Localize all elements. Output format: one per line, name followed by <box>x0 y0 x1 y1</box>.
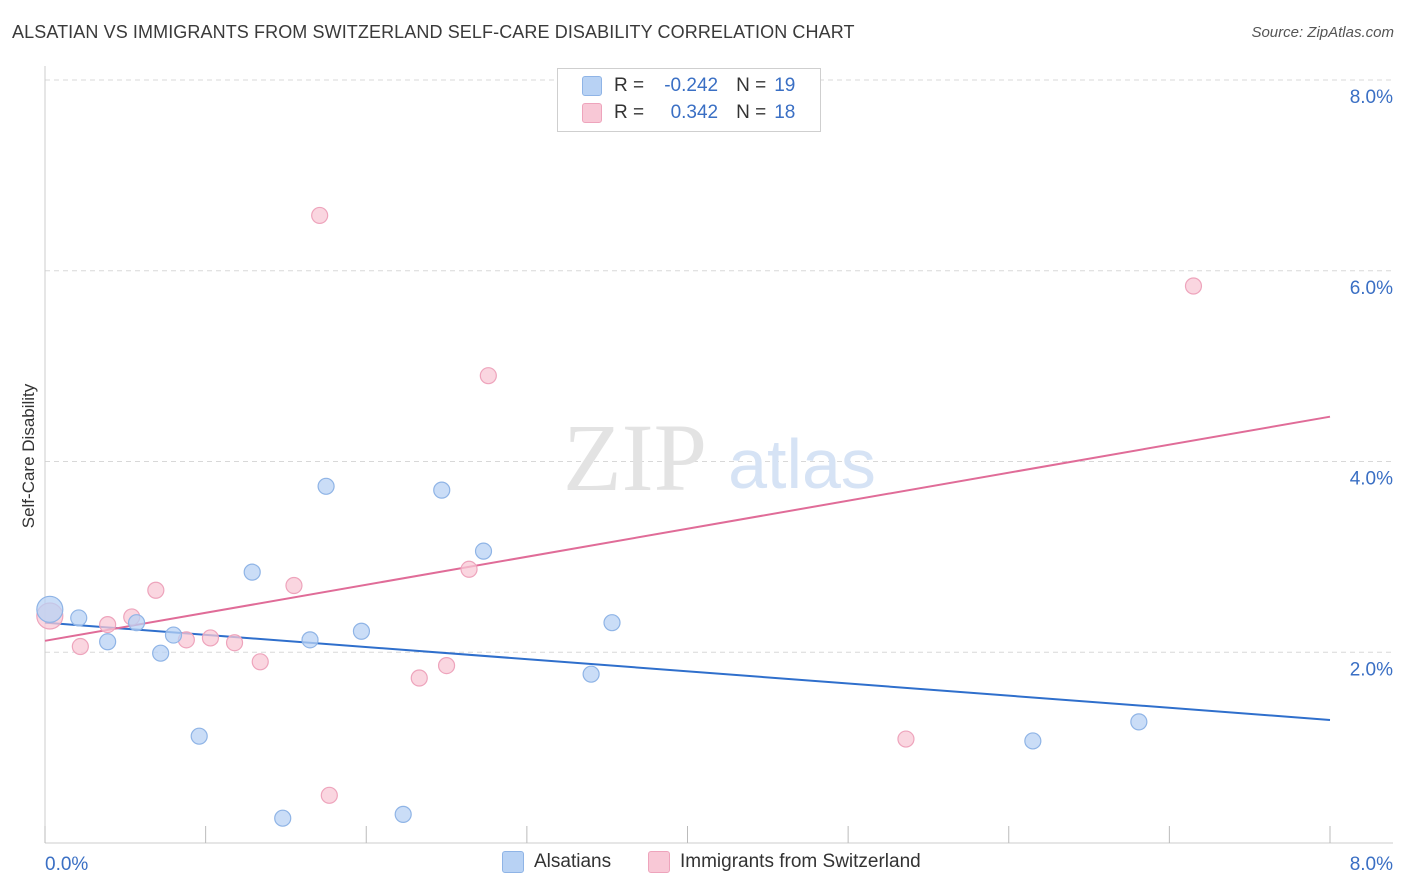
bottom-legend-alsatians: Alsatians <box>502 851 611 873</box>
data-point-immigrants <box>479 367 497 385</box>
data-point-alsatians <box>582 665 600 683</box>
y-tick-label: 8.0% <box>1350 87 1393 108</box>
source-label: Source: ZipAtlas.com <box>1251 24 1394 41</box>
data-point-alsatians <box>243 563 261 581</box>
data-point-alsatians <box>394 805 412 823</box>
data-point-immigrants <box>460 560 478 578</box>
data-point-alsatians <box>70 609 88 627</box>
chart-title: ALSATIAN VS IMMIGRANTS FROM SWITZERLAND … <box>12 22 855 42</box>
trend-line-immigrants <box>44 415 1331 642</box>
axes <box>44 66 1393 844</box>
legend-r-value: -0.242 <box>664 75 719 96</box>
watermark-atlas: atlas <box>728 425 876 503</box>
y-tick-label: 2.0% <box>1350 659 1393 680</box>
trend-line-alsatians <box>44 621 1331 721</box>
legend-row-immigrants: R = 0.342 N = 18 <box>582 100 795 126</box>
bottom-legend-swatch-blue <box>502 851 524 873</box>
data-point-alsatians <box>301 631 319 649</box>
legend-n-label: N = <box>736 75 767 96</box>
data-point-immigrants <box>201 629 220 647</box>
data-point-alsatians <box>274 809 292 827</box>
data-points <box>36 206 1203 827</box>
legend-swatch-blue <box>582 76 602 96</box>
y-tick-label: 6.0% <box>1350 278 1393 299</box>
legend-n-label: N = <box>736 102 767 123</box>
data-point-alsatians <box>127 614 146 632</box>
y-tick-label: 4.0% <box>1350 469 1393 490</box>
data-point-alsatians <box>474 542 493 560</box>
data-point-immigrants <box>320 786 338 804</box>
data-point-alsatians <box>352 622 371 640</box>
data-point-immigrants <box>311 206 329 225</box>
y-axis-label: Self-Care Disability <box>19 383 38 528</box>
data-point-immigrants <box>897 730 915 748</box>
data-point-immigrants <box>1184 277 1203 295</box>
x-tick-label: 0.0% <box>45 854 88 875</box>
data-point-alsatians <box>433 481 451 499</box>
legend-row-alsatians: R = -0.242 N = 19 <box>582 73 795 99</box>
data-point-alsatians <box>603 614 621 632</box>
legend-r-value: 0.342 <box>670 102 719 123</box>
legend-r-label: R = <box>614 75 645 96</box>
trend-lines <box>44 415 1331 721</box>
stats-legend: R = -0.242 N = 19 R = 0.342 N = 18 <box>557 68 821 132</box>
data-point-immigrants <box>410 669 428 687</box>
legend-n-value: 19 <box>774 75 796 96</box>
data-point-immigrants <box>251 653 269 671</box>
data-point-immigrants <box>147 581 165 599</box>
data-point-immigrants <box>99 615 117 634</box>
data-point-alsatians <box>152 644 170 662</box>
bottom-legend-label-alsatians: Alsatians <box>534 851 612 872</box>
x-tick-label: 8.0% <box>1350 854 1393 875</box>
legend-swatch-pink <box>582 103 602 123</box>
bottom-legend-label-immigrants: Immigrants from Switzerland <box>680 851 921 872</box>
data-point-immigrants <box>285 576 303 595</box>
data-point-alsatians <box>317 477 335 495</box>
data-point-alsatians <box>1130 713 1148 731</box>
data-point-alsatians <box>36 595 64 623</box>
legend-r-label: R = <box>614 102 645 123</box>
data-point-immigrants <box>225 634 244 652</box>
data-point-alsatians <box>1024 732 1042 750</box>
bottom-legend-swatch-pink <box>648 851 670 873</box>
bottom-legend-immigrants: Immigrants from Switzerland <box>648 851 921 873</box>
tick-labels: 2.0% 4.0% 6.0% 8.0% 0.0% 8.0% <box>45 87 1393 875</box>
data-point-immigrants <box>71 637 89 656</box>
data-point-alsatians <box>99 633 117 651</box>
data-point-alsatians <box>164 626 183 644</box>
watermark-zip: ZIP <box>563 404 707 511</box>
data-point-immigrants <box>437 657 456 675</box>
data-point-alsatians <box>190 727 208 745</box>
legend-n-value: 18 <box>774 102 796 123</box>
